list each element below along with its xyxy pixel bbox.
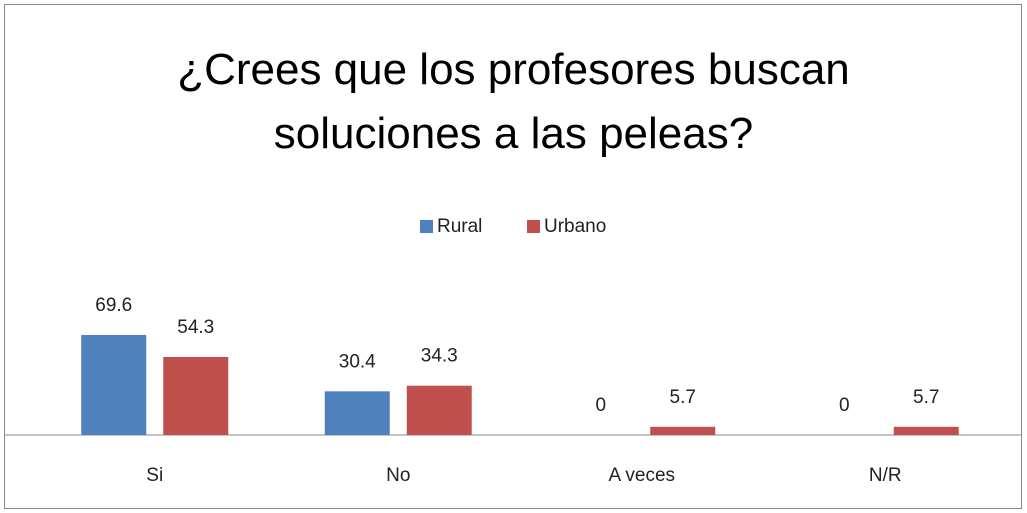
legend-label: Urbano [544,216,606,237]
x-tick-label: N/R [869,465,902,486]
legend-swatch [527,220,540,233]
bar [406,385,472,435]
legend-label: Rural [437,216,482,237]
legend-swatch [420,220,433,233]
data-label: 0 [839,395,850,416]
chart-border [4,4,1022,509]
x-tick-label: Si [146,465,163,486]
data-label: 0 [595,395,606,416]
bar [324,391,390,435]
bar [650,426,716,435]
x-tick-label: A veces [608,465,675,486]
data-label: 34.3 [421,346,458,367]
data-label: 30.4 [339,351,376,372]
data-label: 5.7 [913,387,939,408]
data-label: 69.6 [95,295,132,316]
data-label: 54.3 [177,317,214,338]
bar [893,426,959,435]
bar [81,334,147,435]
bar [163,356,229,435]
title-box: ¿Crees que los profesores buscan solucio… [0,38,1027,166]
x-tick-label: No [386,465,410,486]
chart-title: ¿Crees que los profesores buscan solucio… [177,45,850,158]
data-label: 5.7 [670,387,696,408]
